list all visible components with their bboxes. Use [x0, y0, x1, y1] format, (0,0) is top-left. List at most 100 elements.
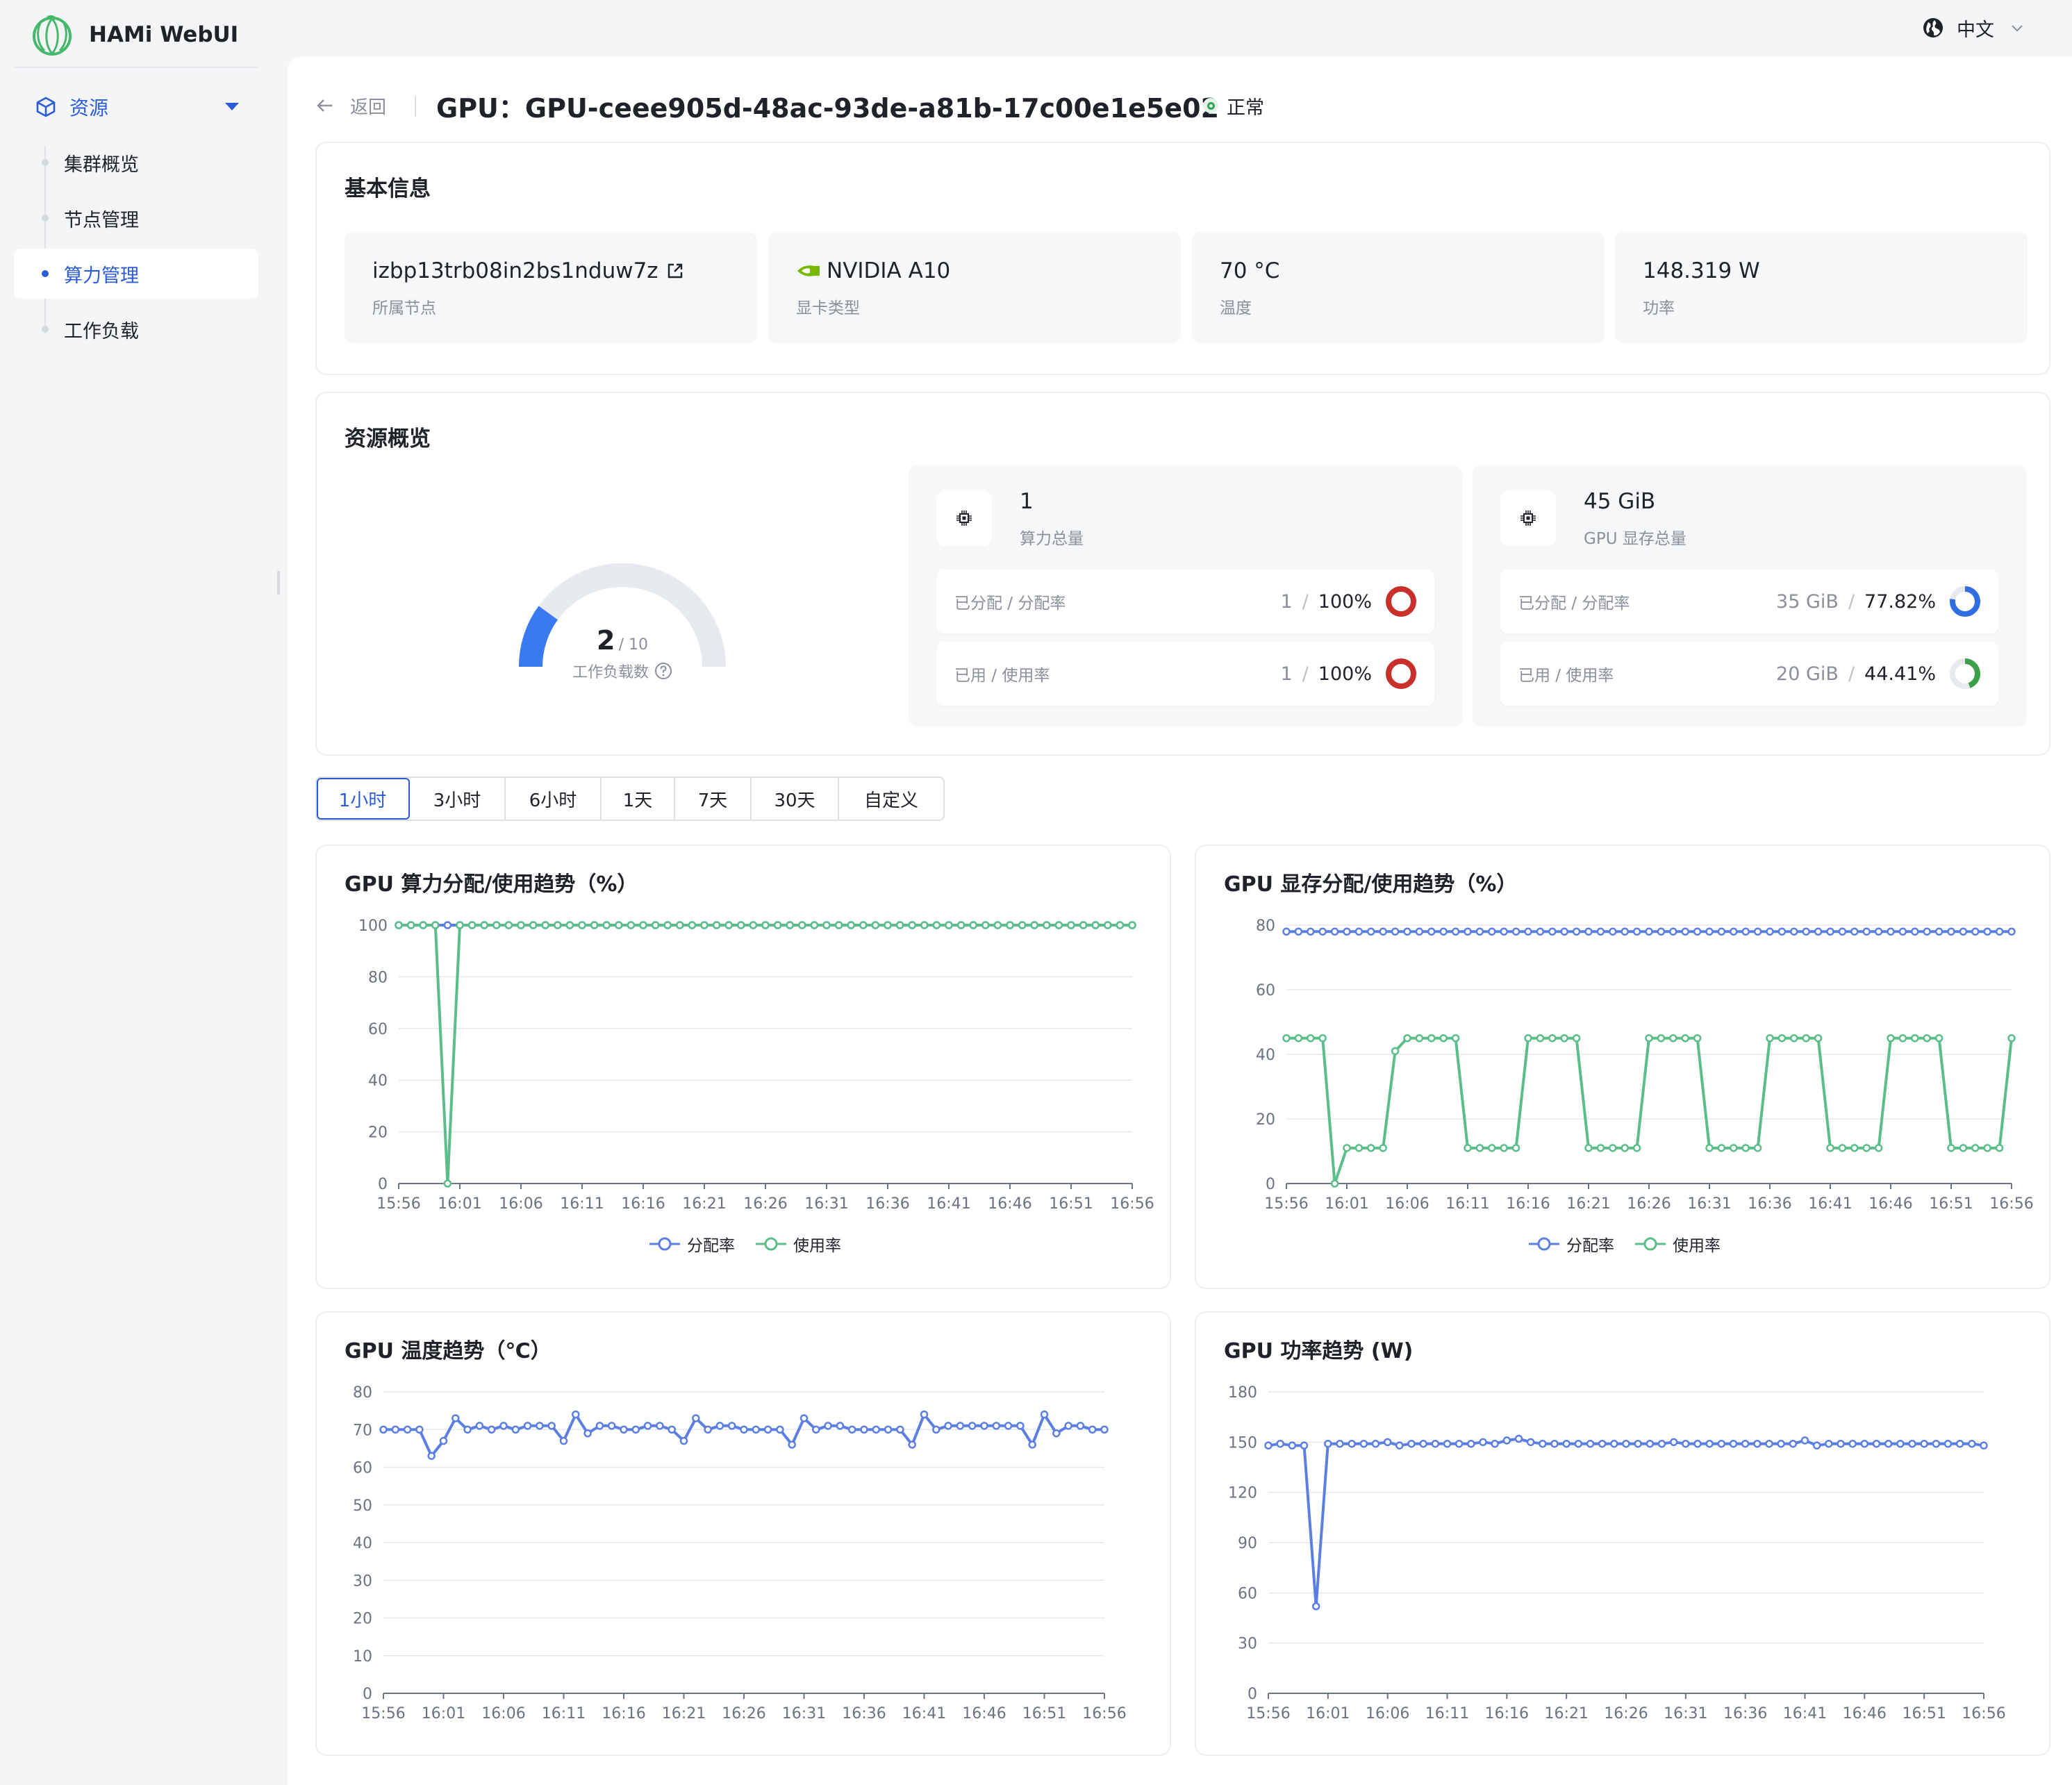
data-point[interactable] — [956, 1422, 965, 1430]
data-point[interactable] — [1116, 921, 1125, 929]
data-point[interactable] — [1064, 1422, 1072, 1430]
data-point[interactable] — [1307, 1034, 1315, 1043]
data-point[interactable] — [1693, 1439, 1702, 1448]
data-point[interactable] — [1920, 1439, 1928, 1448]
data-point[interactable] — [872, 1425, 881, 1434]
data-point[interactable] — [1500, 1144, 1508, 1152]
data-point[interactable] — [773, 921, 782, 929]
data-point[interactable] — [419, 921, 427, 929]
data-point[interactable] — [1657, 1034, 1666, 1043]
data-point[interactable] — [1898, 1034, 1907, 1043]
data-point[interactable] — [1427, 1034, 1436, 1043]
back-button[interactable]: 返回 — [315, 85, 386, 126]
data-point[interactable] — [1536, 927, 1545, 936]
data-point[interactable] — [1511, 1144, 1520, 1152]
data-point[interactable] — [1741, 1439, 1750, 1448]
data-point[interactable] — [1838, 1144, 1847, 1152]
data-point[interactable] — [1586, 1439, 1595, 1448]
data-point[interactable] — [1079, 921, 1088, 929]
data-point[interactable] — [492, 921, 501, 929]
data-point[interactable] — [715, 1422, 724, 1430]
data-point[interactable] — [1282, 927, 1291, 936]
data-point[interactable] — [391, 1425, 400, 1434]
data-point[interactable] — [1091, 921, 1100, 929]
data-point[interactable] — [1789, 1439, 1798, 1448]
data-point[interactable] — [1959, 1144, 1968, 1152]
data-point[interactable] — [1427, 927, 1436, 936]
data-point[interactable] — [1753, 927, 1762, 936]
data-point[interactable] — [1403, 927, 1411, 936]
data-point[interactable] — [443, 921, 452, 929]
data-point[interactable] — [656, 1422, 664, 1430]
data-point[interactable] — [945, 921, 953, 929]
data-point[interactable] — [737, 921, 745, 929]
data-point[interactable] — [2007, 927, 2016, 936]
data-point[interactable] — [499, 1422, 508, 1430]
data-point[interactable] — [651, 921, 660, 929]
data-point[interactable] — [1464, 1144, 1472, 1152]
data-point[interactable] — [968, 1422, 977, 1430]
data-point[interactable] — [1850, 1144, 1859, 1152]
legend-item-usage[interactable]: 使用率 — [1634, 1232, 1721, 1256]
data-point[interactable] — [1947, 1144, 1955, 1152]
data-point[interactable] — [1367, 1144, 1375, 1152]
data-point[interactable] — [932, 921, 941, 929]
data-point[interactable] — [1454, 1439, 1464, 1448]
data-point[interactable] — [487, 1425, 496, 1434]
data-point[interactable] — [1584, 927, 1593, 936]
data-point[interactable] — [480, 921, 488, 929]
data-point[interactable] — [1052, 1429, 1061, 1438]
data-point[interactable] — [2007, 1034, 2016, 1043]
tab-7d[interactable]: 7天 — [675, 778, 752, 820]
data-point[interactable] — [1572, 1034, 1581, 1043]
data-point[interactable] — [1475, 1144, 1484, 1152]
language-switcher[interactable]: 中文 — [1922, 13, 2037, 43]
data-point[interactable] — [1383, 1438, 1392, 1447]
data-point[interactable] — [1539, 1439, 1547, 1448]
data-point[interactable] — [615, 921, 623, 929]
data-point[interactable] — [565, 921, 574, 929]
data-point[interactable] — [1451, 927, 1460, 936]
data-point[interactable] — [631, 1425, 640, 1434]
data-point[interactable] — [1983, 1144, 1991, 1152]
data-point[interactable] — [1682, 1439, 1690, 1448]
data-point[interactable] — [1669, 927, 1677, 936]
data-point[interactable] — [1560, 927, 1568, 936]
data-point[interactable] — [749, 921, 758, 929]
data-point[interactable] — [1874, 1144, 1883, 1152]
data-point[interactable] — [578, 921, 586, 929]
data-point[interactable] — [1574, 1439, 1583, 1448]
data-point[interactable] — [798, 921, 806, 929]
data-point[interactable] — [847, 1425, 856, 1434]
data-point[interactable] — [1300, 1441, 1309, 1450]
data-point[interactable] — [620, 1425, 628, 1434]
data-point[interactable] — [859, 921, 868, 929]
data-point[interactable] — [1790, 927, 1798, 936]
data-point[interactable] — [1777, 1439, 1785, 1448]
data-point[interactable] — [1415, 1034, 1424, 1043]
data-point[interactable] — [884, 921, 892, 929]
data-point[interactable] — [406, 921, 415, 929]
data-point[interactable] — [1018, 921, 1027, 929]
data-point[interactable] — [1741, 1144, 1750, 1152]
data-point[interactable] — [1632, 927, 1641, 936]
data-point[interactable] — [443, 1179, 452, 1188]
data-point[interactable] — [1104, 921, 1112, 929]
data-point[interactable] — [395, 921, 403, 929]
data-point[interactable] — [788, 1441, 796, 1449]
data-point[interactable] — [763, 1425, 772, 1434]
data-point[interactable] — [415, 1425, 424, 1434]
data-point[interactable] — [1359, 1439, 1368, 1448]
data-point[interactable] — [1307, 927, 1315, 936]
sidebar-item-compute-management[interactable]: 算力管理 — [14, 249, 258, 299]
data-point[interactable] — [1415, 927, 1424, 936]
data-point[interactable] — [1343, 927, 1351, 936]
data-point[interactable] — [595, 1422, 604, 1430]
data-point[interactable] — [1730, 927, 1738, 936]
data-point[interactable] — [1491, 1439, 1499, 1448]
data-point[interactable] — [1371, 1439, 1380, 1448]
data-point[interactable] — [1043, 921, 1051, 929]
legend-item-allocation[interactable]: 分配率 — [1527, 1232, 1614, 1256]
data-point[interactable] — [1955, 1439, 1964, 1448]
data-point[interactable] — [834, 921, 843, 929]
